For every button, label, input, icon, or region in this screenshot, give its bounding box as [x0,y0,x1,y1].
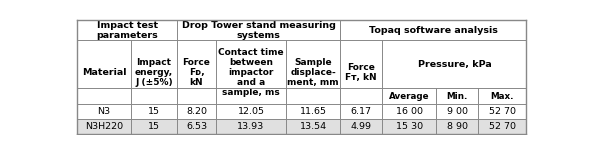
Text: 52 70: 52 70 [489,107,516,116]
Text: 9 00: 9 00 [446,107,468,116]
Bar [77,40,527,88]
Text: Drop Tower stand measuring
systems: Drop Tower stand measuring systems [181,21,336,40]
Text: 6.53: 6.53 [186,122,207,131]
Text: Impact test
parameters: Impact test parameters [97,21,158,40]
Text: 4.99: 4.99 [350,122,372,131]
Text: Topaq software analysis: Topaq software analysis [369,26,498,35]
Text: 15: 15 [148,107,160,116]
Text: 8.20: 8.20 [186,107,207,116]
Text: Contact time
between
impactor
and a
sample, ms: Contact time between impactor and a samp… [218,48,284,97]
Text: Force
Fᴅ,
kN: Force Fᴅ, kN [183,58,210,87]
Bar [77,20,527,40]
Text: Force
Fᴛ, kN: Force Fᴛ, kN [345,63,377,82]
Text: 16 00: 16 00 [396,107,423,116]
Text: 15: 15 [148,122,160,131]
Text: 52 70: 52 70 [489,122,516,131]
Bar [77,119,527,133]
Text: Sample
displace-
ment, mm: Sample displace- ment, mm [287,58,339,87]
Text: 11.65: 11.65 [300,107,327,116]
Text: 6.17: 6.17 [350,107,372,116]
Text: 8 90: 8 90 [446,122,468,131]
Text: 13.93: 13.93 [237,122,264,131]
Text: Impact
energy,
J (±5%): Impact energy, J (±5%) [135,58,173,87]
Text: Pressure, kPa: Pressure, kPa [418,60,491,69]
Text: 12.05: 12.05 [237,107,264,116]
Text: Min.: Min. [446,92,468,101]
Text: Material: Material [82,68,127,77]
Bar [77,88,527,104]
Text: 15 30: 15 30 [396,122,423,131]
Text: N3H220: N3H220 [85,122,123,131]
Bar [77,104,527,119]
Text: 13.54: 13.54 [300,122,327,131]
Text: Average: Average [389,92,429,101]
Text: N3: N3 [98,107,111,116]
Text: Max.: Max. [491,92,514,101]
